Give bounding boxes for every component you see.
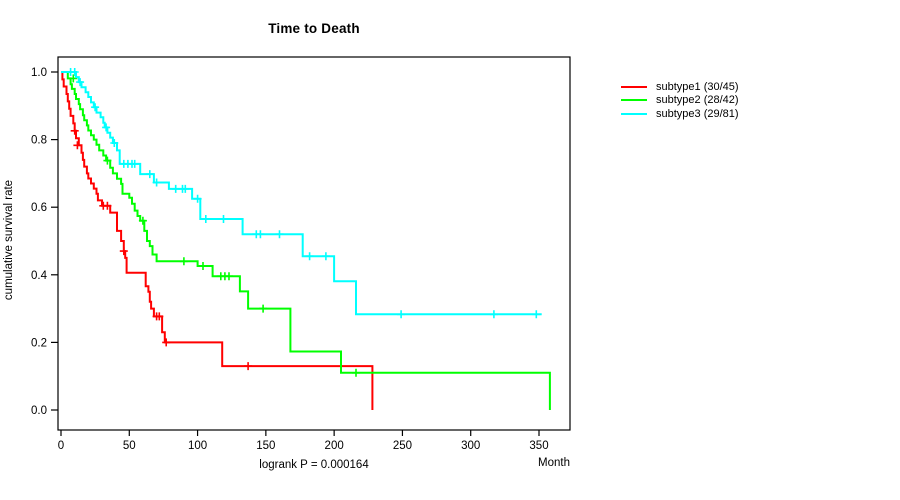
censor-mark-subtype3 [321,252,330,261]
censor-mark-subtype3 [275,230,284,239]
censor-mark-subtype1 [70,126,79,135]
censor-mark-subtype3 [397,310,406,319]
legend-label: subtype1 (30/45) [656,80,739,93]
censor-mark-subtype2 [179,257,188,266]
censor-mark-subtype3 [489,310,498,319]
y-axis-label: cumulative survival rate [3,179,15,301]
survival-curve-subtype1 [61,71,374,410]
y-tick-label: 0.6 [31,202,47,214]
x-tick-label: 350 [529,440,548,452]
censor-mark-subtype2 [103,156,112,165]
censor-mark-subtype3 [76,78,85,87]
censor-mark-subtype3 [201,215,210,223]
legend-line-swatch [621,85,647,88]
y-tick-label: 0.8 [31,135,47,147]
censor-mark-subtype3 [171,184,180,193]
censor-mark-subtype3 [219,215,228,223]
x-tick-label: 250 [393,440,412,452]
legend-item-subtype2: subtype2 (28/42) [621,94,739,108]
censor-mark-subtype3 [130,159,139,168]
censor-mark-subtype3 [181,184,190,193]
y-tick-label: 0.0 [31,405,47,417]
censor-mark-subtype2 [69,74,78,83]
legend-label: subtype2 (28/42) [656,94,739,107]
x-tick-label: 300 [461,440,480,452]
x-tick-label: 0 [58,440,64,452]
censor-mark-subtype3 [102,123,111,132]
x-axis-label: Month [538,457,570,469]
censor-mark-subtype3 [145,170,154,179]
censor-mark-subtype1 [162,338,171,347]
censor-mark-subtype2 [225,272,233,281]
censor-mark-subtype2 [352,368,360,377]
censor-mark-subtype3 [256,230,265,239]
chart-title: Time to Death [268,21,360,36]
legend-label: subtype3 (29/81) [656,107,739,120]
x-tick-label: 200 [325,440,344,452]
censor-mark-subtype1 [244,362,253,371]
censor-mark-subtype2 [259,304,268,313]
x-tick-label: 50 [123,440,136,452]
censor-mark-subtype2 [199,262,207,270]
legend: subtype1 (30/45) subtype2 (28/42) subtype3… [621,80,739,121]
censor-mark-subtype3 [70,68,79,76]
x-tick-label: 100 [188,440,207,452]
survival-curve-subtype2 [61,71,551,410]
censor-mark-subtype3 [193,194,202,203]
legend-item-subtype1: subtype1 (30/45) [621,80,739,94]
censor-mark-subtype3 [110,139,119,147]
censor-mark-subtype1 [103,201,112,210]
legend-item-subtype3: subtype3 (29/81) [621,107,739,121]
censor-mark-subtype3 [532,310,541,319]
legend-line-swatch [621,99,647,102]
survival-curve-subtype3 [61,71,542,316]
censor-mark-subtype3 [91,103,100,112]
y-tick-label: 0.2 [31,337,47,349]
censor-mark-subtype1 [155,312,164,321]
censor-mark-subtype3 [152,178,161,187]
y-tick-label: 1.0 [31,67,47,79]
plot-box [57,56,571,431]
logrank-annotation: logrank P = 0.000164 [259,459,369,471]
legend-line-swatch [621,112,647,115]
x-tick-label: 150 [256,440,275,452]
censor-mark-subtype1 [119,247,128,256]
censor-mark-subtype3 [305,252,314,261]
censor-mark-subtype1 [73,141,82,150]
y-tick-label: 0.4 [31,270,48,282]
censor-mark-subtype2 [138,216,147,225]
